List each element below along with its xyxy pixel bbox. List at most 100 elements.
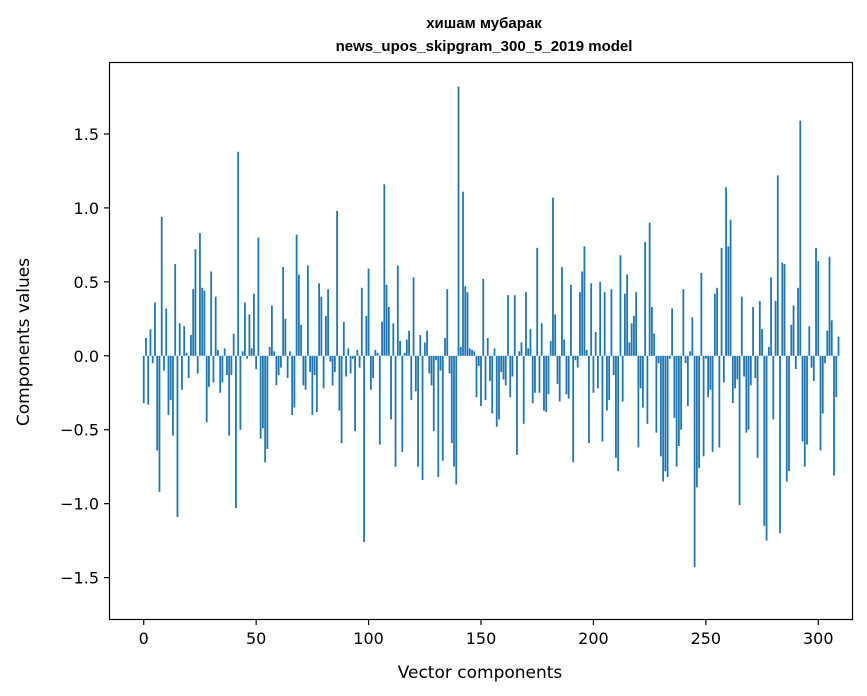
bar-31	[212, 355, 215, 383]
bar-247	[698, 355, 700, 469]
bar-63	[284, 318, 287, 356]
bar-18	[183, 326, 186, 356]
bar-309	[837, 336, 840, 356]
bar-1	[145, 338, 147, 356]
x-tick-label: 300	[803, 629, 834, 648]
bar-257	[720, 247, 723, 356]
bar-183	[554, 314, 557, 356]
bar-225	[648, 222, 651, 356]
bar-291	[797, 287, 799, 356]
bar-81	[324, 315, 327, 356]
bar-168	[520, 342, 523, 356]
bar-216	[628, 342, 631, 356]
bar-170	[525, 292, 527, 356]
bar-75	[311, 355, 314, 415]
bar-8	[160, 216, 163, 356]
bar-67	[293, 355, 296, 408]
bar-13	[172, 355, 174, 436]
bar-258	[722, 355, 725, 383]
bar-127	[428, 355, 431, 374]
bar-174	[534, 355, 536, 393]
bar-91	[347, 348, 350, 356]
bar-222	[641, 355, 644, 408]
bar-71	[302, 355, 305, 386]
bar-102	[372, 355, 374, 378]
bar-290	[794, 355, 797, 370]
bar-175	[536, 247, 539, 356]
bar-283	[779, 355, 781, 534]
bar-303	[824, 355, 826, 364]
bar-302	[821, 355, 824, 414]
bar-61	[279, 355, 282, 368]
bar-244	[691, 317, 694, 356]
bar-164	[511, 355, 514, 377]
bar-171	[527, 348, 530, 356]
bar-219	[635, 292, 638, 356]
bar-181	[549, 341, 552, 356]
bar-179	[545, 355, 548, 412]
bar-24	[196, 355, 199, 374]
bar-25	[199, 233, 201, 356]
bar-306	[830, 320, 833, 356]
bar-83	[329, 355, 332, 362]
bar-155	[491, 355, 494, 414]
bar-269	[747, 355, 750, 430]
bar-193	[576, 355, 579, 368]
bar-267	[743, 355, 745, 377]
bar-236	[673, 355, 676, 418]
bar-110	[390, 355, 392, 420]
y-tick-label: 0.5	[74, 273, 99, 292]
bar-229	[657, 355, 660, 364]
bar-69	[297, 274, 300, 356]
bar-137	[450, 355, 453, 444]
bar-200	[592, 355, 595, 393]
bar-121	[414, 355, 417, 392]
bar-118	[408, 330, 410, 356]
bar-47	[248, 314, 251, 356]
bar-148	[475, 355, 478, 398]
bar-227	[653, 333, 656, 356]
x-tick-label: 0	[139, 629, 149, 648]
y-tick-label: 1.5	[74, 125, 99, 144]
bar-4	[151, 355, 154, 364]
bar-234	[668, 355, 671, 359]
bar-39	[230, 355, 233, 376]
bar-3	[149, 329, 152, 356]
bar-93	[351, 355, 354, 359]
bar-27	[203, 290, 206, 356]
bar-59	[275, 355, 278, 386]
bar-161	[504, 355, 507, 386]
bar-286	[785, 355, 788, 482]
bar-19	[185, 352, 188, 356]
bar-154	[489, 355, 491, 381]
bar-141	[459, 346, 462, 356]
bar-126	[426, 330, 428, 356]
bar-201	[594, 332, 597, 356]
bar-199	[590, 283, 593, 356]
bar-109	[387, 306, 390, 356]
bar-119	[410, 355, 413, 401]
bar-271	[752, 306, 754, 356]
bar-149	[477, 355, 480, 367]
bar-301	[819, 355, 822, 451]
bar-158	[498, 355, 500, 420]
bar-44	[241, 351, 244, 356]
bar-285	[783, 264, 786, 356]
bar-153	[486, 338, 489, 356]
bar-142	[462, 191, 464, 356]
bar-135	[446, 289, 449, 356]
bar-36	[223, 348, 226, 356]
bar-224	[646, 355, 649, 424]
bar-128	[430, 355, 433, 386]
bar-268	[745, 355, 748, 433]
bar-243	[689, 351, 692, 356]
bar-64	[286, 355, 289, 378]
bar-278	[767, 346, 770, 356]
bar-87	[338, 355, 341, 411]
chart-title: хишам мубарак	[426, 15, 542, 32]
bar-308	[835, 355, 838, 398]
x-tick-label: 200	[578, 629, 609, 648]
bar-198	[588, 355, 590, 444]
bar-111	[392, 323, 395, 356]
bar-298	[812, 355, 815, 381]
